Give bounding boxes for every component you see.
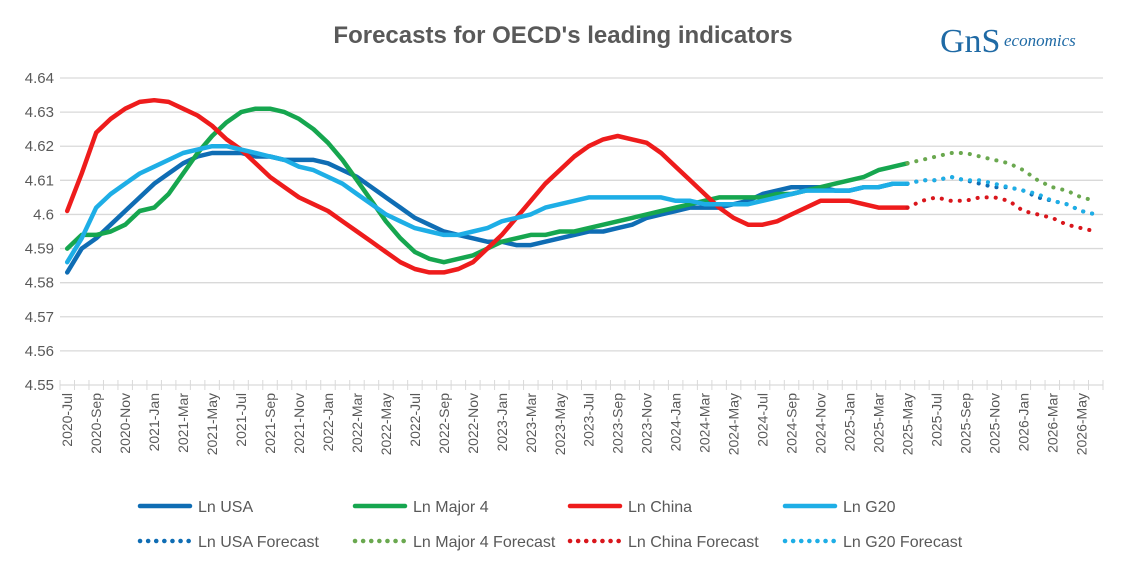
x-tick-label: 2024-Mar (697, 393, 713, 453)
x-tick-label: 2024-Jan (668, 393, 684, 451)
gns-economics-logo: GnS economics (940, 23, 1076, 60)
x-tick-label: 2025-Mar (870, 393, 886, 453)
y-axis: 4.64 4.63 4.62 4.61 4.6 4.59 4.58 4.57 4.56 4.55 (25, 70, 54, 394)
y-tick-label: 4.63 (25, 104, 54, 121)
x-tick-label: 2021-Sep (262, 393, 278, 454)
legend-label: Ln Major 4 Forecast (413, 534, 556, 551)
legend-label: Ln Major 4 (413, 499, 489, 516)
legend-label: Ln G20 Forecast (843, 534, 963, 551)
series-lines (64, 97, 1098, 275)
x-tick-label: 2024-Jul (755, 393, 771, 447)
y-tick-label: 4.59 (25, 241, 54, 258)
x-tick-label: 2020-Sep (88, 393, 104, 454)
legend-label: Ln China Forecast (628, 534, 759, 551)
y-tick-label: 4.61 (25, 172, 54, 189)
x-tick-label: 2021-Jan (146, 393, 162, 451)
legend: Ln USA Ln Major 4 Ln China Ln G20 Ln USA For… (137, 499, 963, 551)
x-tick-label: 2022-Nov (465, 393, 481, 454)
legend-label: Ln China (628, 499, 692, 516)
logo-text: economics (1004, 31, 1076, 50)
x-tick-label: 2024-Nov (813, 393, 829, 454)
x-tick-label: 2024-May (726, 393, 742, 455)
series-line-ln-usa (64, 150, 910, 275)
series-line-ln-china-forecast (905, 195, 1098, 234)
chart-title: Forecasts for OECD's leading indicators (333, 22, 792, 49)
x-tick-label: 2020-Nov (117, 393, 133, 454)
legend-label: Ln USA Forecast (198, 534, 320, 551)
series-line-ln-g20-forecast (905, 174, 1098, 217)
y-tick-label: 4.55 (25, 377, 54, 394)
logo-mark: GnS (940, 23, 1000, 60)
x-tick-label: 2021-Mar (175, 393, 191, 453)
x-tick-label: 2025-Jan (841, 393, 857, 451)
x-tick-label: 2021-Nov (291, 393, 307, 454)
series-line-ln-g20 (64, 143, 910, 265)
x-tick-label: 2022-Jul (407, 393, 423, 447)
series-line-ln-china (64, 97, 910, 275)
x-tick-label: 2023-Jan (494, 393, 510, 451)
legend-label: Ln USA (198, 499, 253, 516)
y-tick-label: 4.64 (25, 70, 54, 87)
x-tick-label: 2023-Jul (581, 393, 597, 447)
x-tick-label: 2025-Jul (928, 393, 944, 447)
x-tick-label: 2026-Mar (1044, 393, 1060, 453)
y-tick-label: 4.6 (33, 206, 54, 223)
x-tick-label: 2023-May (552, 393, 568, 455)
x-tick-label: 2024-Sep (784, 393, 800, 454)
y-tick-label: 4.57 (25, 309, 54, 326)
x-tick-label: 2025-Sep (957, 393, 973, 454)
series-line-ln-major-4 (64, 106, 910, 265)
y-tick-label: 4.58 (25, 275, 54, 292)
x-tick-label: 2020-Jul (59, 393, 75, 447)
series-line-ln-usa-forecast (905, 174, 1098, 217)
x-tick-label: 2023-Sep (610, 393, 626, 454)
x-tick-label: 2022-Jan (320, 393, 336, 451)
y-tick-label: 4.56 (25, 343, 54, 360)
x-tick-label: 2025-May (899, 393, 915, 455)
x-tick-label: 2022-Mar (349, 393, 365, 453)
y-tick-label: 4.62 (25, 138, 54, 155)
legend-label: Ln G20 (843, 499, 896, 516)
series-line-ln-major-4-forecast (905, 151, 1098, 203)
x-tick-label: 2023-Mar (523, 393, 539, 453)
x-tick-label: 2026-Jan (1015, 393, 1031, 451)
x-tick-label: 2022-May (378, 393, 394, 455)
x-tick-label: 2026-May (1073, 393, 1089, 455)
x-tick-label: 2025-Nov (986, 393, 1002, 454)
x-axis: 2020-Jul 2020-Sep 2020-Nov 2021-Jan 2021-Mar… (59, 380, 1104, 455)
x-tick-label: 2022-Sep (436, 393, 452, 454)
x-tick-label: 2023-Nov (639, 393, 655, 454)
x-tick-label: 2021-May (204, 393, 220, 455)
x-tick-label: 2021-Jul (233, 393, 249, 447)
